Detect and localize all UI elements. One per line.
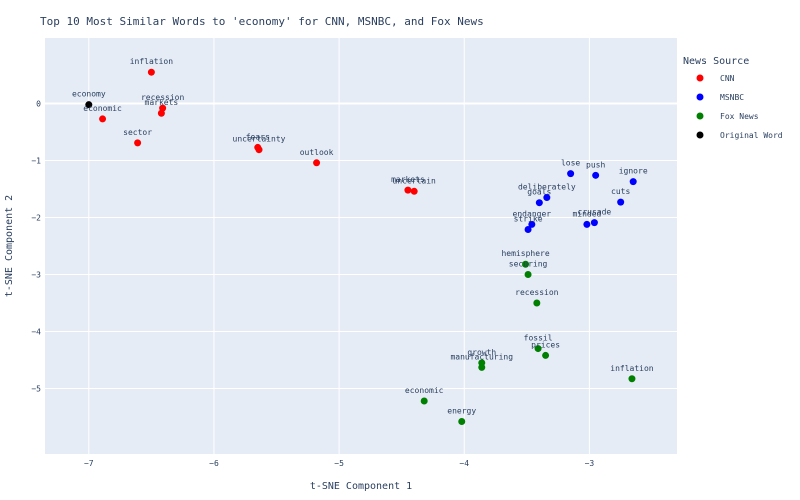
point-label: growth (467, 348, 496, 357)
x-tick-label: −6 (209, 459, 219, 468)
data-point (590, 219, 598, 227)
y-tick-label: −4 (31, 327, 41, 336)
point-label: crusade (578, 208, 612, 217)
data-point (567, 170, 575, 178)
point-label: uncertain (393, 176, 437, 185)
legend-marker (696, 93, 704, 101)
data-point (628, 375, 636, 383)
point-label: markets (145, 98, 179, 107)
point-label: recession (141, 93, 185, 102)
y-tick-label: 0 (36, 100, 41, 109)
y-tick-label: −3 (31, 270, 41, 279)
point-label: securing (509, 259, 548, 268)
data-point (157, 109, 165, 117)
point-label: endanger (513, 209, 552, 218)
point-label: uncertainty (233, 135, 286, 144)
point-label: recession (515, 288, 559, 297)
point-label: ignore (619, 167, 648, 176)
point-label: hemisphere (501, 249, 549, 258)
point-label: fears (246, 132, 270, 141)
x-tick-label: −4 (459, 459, 469, 468)
y-axis-label: t-SNE Component 2 (4, 195, 15, 297)
point-label: economy (72, 90, 106, 99)
data-point (522, 260, 530, 268)
point-label: inflation (610, 364, 654, 373)
data-point (524, 270, 532, 278)
point-labels: inflationrecessionmarketseconomicsectorf… (72, 57, 654, 415)
y-tick-label: −2 (31, 214, 41, 223)
legend-item-label: Fox News (720, 112, 759, 121)
data-point (478, 363, 486, 371)
point-label: cuts (611, 187, 630, 196)
x-tick-label: −5 (334, 459, 344, 468)
x-tick-label: −7 (84, 459, 94, 468)
data-point (542, 351, 550, 359)
data-point (528, 220, 536, 228)
data-point (533, 299, 541, 307)
data-point (420, 397, 428, 405)
plot-area (45, 38, 677, 454)
point-label: economic (83, 104, 122, 113)
legend-item-label: CNN (720, 74, 735, 83)
grid-lines (45, 38, 677, 454)
x-axis-label: t-SNE Component 1 (310, 481, 412, 492)
data-point (524, 225, 532, 233)
data-point (404, 186, 412, 194)
data-point (543, 194, 551, 202)
legend-item-label: Original Word (720, 131, 783, 140)
legend-item-label: MSNBC (720, 93, 744, 102)
data-point (134, 139, 142, 147)
point-label: inflation (130, 57, 174, 66)
point-label: sector (123, 128, 152, 137)
legend-marker (696, 131, 704, 139)
data-point (99, 115, 107, 123)
y-tick-label: −5 (31, 384, 41, 393)
point-label: goals (527, 188, 551, 197)
data-point (410, 187, 418, 195)
point-label: energy (447, 407, 476, 416)
y-tick-label: −1 (31, 157, 41, 166)
point-label: outlook (300, 148, 334, 157)
legend: News Source CNN MSNBC Fox News Original Wor… (683, 56, 783, 140)
point-label: deliberately (518, 183, 576, 192)
point-label: economic (405, 386, 444, 395)
point-label: minded (572, 209, 601, 218)
data-point (535, 199, 543, 207)
data-point (629, 178, 637, 186)
legend-marker (696, 74, 704, 82)
point-label: fossil (524, 334, 553, 343)
data-point (85, 101, 93, 109)
point-label: manufacturing (450, 352, 513, 361)
chart-title: Top 10 Most Similar Words to 'economy' f… (40, 15, 484, 28)
point-label: markets (391, 175, 425, 184)
x-tick-label: −3 (585, 459, 595, 468)
data-point (583, 220, 591, 228)
data-point (592, 171, 600, 179)
data-point (313, 159, 321, 167)
legend-title: News Source (683, 56, 749, 67)
data-point (147, 68, 155, 76)
data-point (255, 146, 263, 154)
point-label: lose (561, 159, 580, 168)
legend-marker (696, 112, 704, 120)
point-label: push (586, 160, 605, 169)
legend-items: CNN MSNBC Fox News Original Word (696, 74, 783, 140)
data-point (534, 345, 542, 353)
x-axis-ticks: −7 −6 −5 −4 −3 (84, 459, 594, 468)
point-label: prices (531, 340, 560, 349)
point-label: strike (514, 214, 543, 223)
y-axis-ticks: 0 −1 −2 −3 −4 −5 (31, 100, 41, 394)
data-point (617, 198, 625, 206)
data-point (458, 418, 466, 426)
data-points (85, 68, 637, 426)
